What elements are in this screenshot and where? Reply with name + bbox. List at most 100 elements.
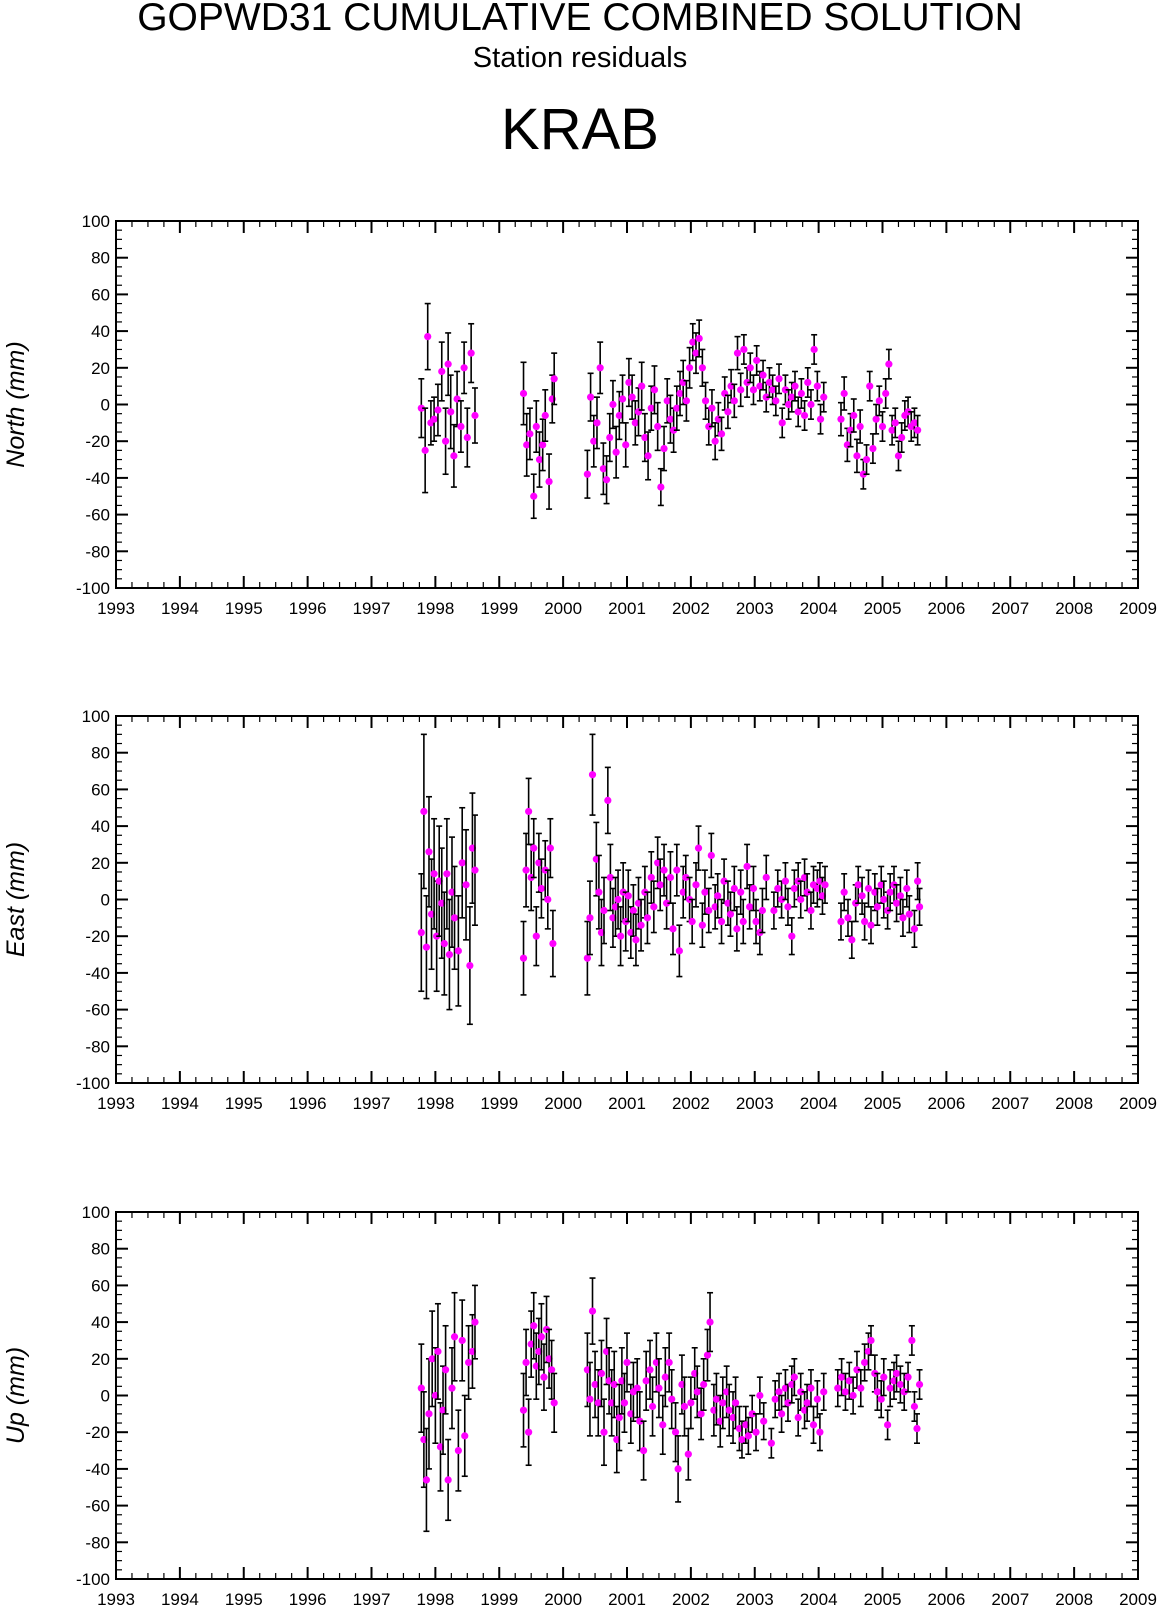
x-tick-label: 2008 bbox=[1055, 1590, 1093, 1609]
data-point bbox=[785, 400, 793, 409]
data-point bbox=[733, 925, 741, 933]
y-tick-label: 80 bbox=[91, 1240, 110, 1259]
data-point bbox=[428, 1355, 436, 1363]
data-point bbox=[872, 415, 880, 423]
data-point bbox=[629, 906, 637, 915]
panel-2: -100 -80 -60 -40 -20 0 20 40 60 80 100 1993 1994 1995… bbox=[2, 707, 1157, 1113]
data-point bbox=[637, 921, 645, 929]
data-point bbox=[631, 419, 639, 427]
x-tick-label: 1995 bbox=[225, 599, 263, 618]
data-point bbox=[775, 1388, 783, 1396]
data-point bbox=[583, 470, 591, 478]
data-point bbox=[586, 1395, 594, 1403]
data-point bbox=[687, 1399, 695, 1407]
data-point bbox=[790, 884, 798, 893]
y-tick-label: 0 bbox=[101, 891, 110, 910]
data-point bbox=[784, 903, 792, 911]
data-point bbox=[910, 925, 919, 933]
data-point bbox=[688, 917, 696, 926]
data-point bbox=[807, 1384, 815, 1392]
data-point bbox=[724, 408, 732, 416]
data-point bbox=[739, 917, 747, 926]
data-point bbox=[656, 881, 664, 889]
panel-1: -100 -80 -60 -40 -20 0 20 40 60 80 100 1993 1994 1995… bbox=[2, 212, 1157, 618]
data-point bbox=[682, 873, 690, 882]
data-point bbox=[884, 1421, 892, 1429]
data-point bbox=[549, 939, 557, 948]
data-point bbox=[646, 1366, 654, 1374]
data-point bbox=[841, 1388, 850, 1396]
data-point bbox=[430, 415, 438, 423]
y-tick-label: -80 bbox=[85, 542, 110, 561]
data-point bbox=[615, 1413, 623, 1422]
data-point bbox=[642, 1377, 650, 1385]
data-point bbox=[788, 393, 796, 401]
y-tick-label: 100 bbox=[82, 707, 110, 726]
x-tick-label: 2003 bbox=[736, 1094, 774, 1113]
data-point bbox=[875, 397, 883, 405]
x-tick-label: 2007 bbox=[991, 1094, 1029, 1113]
data-point bbox=[813, 382, 821, 390]
data-point bbox=[861, 917, 869, 926]
data-point bbox=[859, 470, 867, 478]
x-tick-label: 2002 bbox=[672, 599, 710, 618]
data-point bbox=[885, 360, 893, 368]
data-point bbox=[706, 1318, 714, 1326]
data-point bbox=[606, 433, 614, 442]
data-series bbox=[417, 733, 924, 1026]
y-axis-label: Up (mm) bbox=[2, 1347, 30, 1444]
data-point bbox=[588, 1307, 597, 1315]
x-tick-label: 2006 bbox=[927, 1590, 965, 1609]
data-point bbox=[660, 866, 668, 874]
data-point bbox=[717, 430, 726, 438]
x-tick-label: 1999 bbox=[480, 1094, 518, 1113]
data-point bbox=[857, 1384, 865, 1392]
data-point bbox=[530, 1322, 538, 1330]
y-tick-label: 20 bbox=[91, 854, 110, 873]
data-point bbox=[530, 492, 538, 500]
data-point bbox=[596, 364, 604, 372]
x-tick-label: 2000 bbox=[544, 1590, 582, 1609]
data-point bbox=[838, 1373, 846, 1381]
data-point bbox=[466, 961, 474, 970]
data-point bbox=[597, 1369, 606, 1378]
x-tick-label: 1993 bbox=[97, 1094, 135, 1113]
data-point bbox=[422, 943, 431, 951]
data-point bbox=[730, 884, 738, 893]
data-point bbox=[762, 873, 770, 882]
data-point bbox=[794, 408, 802, 416]
data-point bbox=[769, 386, 777, 394]
x-tick-label: 2001 bbox=[608, 599, 646, 618]
data-point bbox=[880, 1373, 888, 1381]
data-point bbox=[873, 1388, 881, 1396]
data-point bbox=[708, 404, 716, 412]
data-point bbox=[522, 1358, 530, 1367]
data-point bbox=[599, 465, 607, 473]
x-tick-label: 2004 bbox=[800, 1094, 838, 1113]
data-point bbox=[772, 397, 780, 405]
data-point bbox=[550, 375, 558, 383]
data-point bbox=[858, 892, 866, 900]
y-tick-label: -60 bbox=[85, 1497, 110, 1516]
data-point bbox=[864, 884, 873, 893]
y-tick-label: 80 bbox=[91, 249, 110, 268]
plot-frame bbox=[115, 220, 1139, 589]
data-point bbox=[725, 1406, 733, 1414]
x-tick-label: 2003 bbox=[736, 1590, 774, 1609]
data-point bbox=[657, 483, 665, 491]
data-point bbox=[641, 433, 649, 442]
data-point bbox=[809, 1421, 818, 1429]
station-name: KRAB bbox=[501, 97, 659, 162]
data-point bbox=[733, 349, 742, 357]
x-tick-label: 1998 bbox=[416, 1590, 454, 1609]
x-tick-label: 2004 bbox=[800, 1590, 838, 1609]
data-point bbox=[450, 914, 459, 922]
data-point bbox=[586, 914, 594, 922]
y-tick-label: 60 bbox=[91, 780, 110, 799]
data-point bbox=[671, 1428, 680, 1436]
data-point bbox=[425, 848, 433, 856]
x-tick-label: 1999 bbox=[480, 599, 518, 618]
data-point bbox=[594, 1399, 602, 1407]
data-point bbox=[840, 389, 848, 398]
x-tick-label: 2008 bbox=[1055, 599, 1093, 618]
